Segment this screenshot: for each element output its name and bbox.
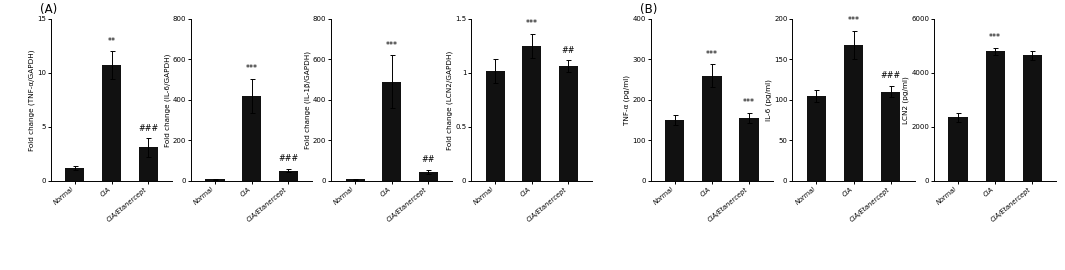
Bar — [279, 171, 298, 181]
Text: ##: ## — [422, 155, 435, 164]
Bar — [739, 118, 758, 181]
Text: ##: ## — [561, 46, 575, 55]
Bar — [559, 66, 578, 181]
Bar — [522, 46, 541, 181]
Y-axis label: Fold change (IL-6/GAPDH): Fold change (IL-6/GAPDH) — [164, 53, 170, 147]
Y-axis label: IL-6 (pg/ml): IL-6 (pg/ml) — [766, 79, 772, 121]
Bar — [206, 179, 225, 181]
Bar — [881, 92, 900, 181]
Text: (A): (A) — [40, 3, 58, 16]
Text: ***: *** — [526, 19, 538, 28]
Bar — [1022, 55, 1042, 181]
Bar — [843, 45, 864, 181]
Text: (B): (B) — [640, 3, 657, 16]
Text: ***: *** — [989, 33, 1001, 42]
Text: ###: ### — [278, 154, 298, 163]
Bar — [702, 76, 722, 181]
Bar — [382, 82, 402, 181]
Text: ###: ### — [881, 72, 901, 80]
Bar — [242, 96, 261, 181]
Bar — [486, 71, 505, 181]
Bar — [949, 117, 968, 181]
Y-axis label: Fold change (LCN2/GAPDH): Fold change (LCN2/GAPDH) — [446, 50, 454, 150]
Bar — [666, 120, 685, 181]
Text: ***: *** — [743, 98, 755, 107]
Y-axis label: TNF-α (pg/ml): TNF-α (pg/ml) — [624, 75, 630, 125]
Y-axis label: LCN2 (pg/ml): LCN2 (pg/ml) — [902, 76, 910, 124]
Bar — [985, 51, 1005, 181]
Text: ***: *** — [848, 16, 859, 25]
Text: ***: *** — [706, 50, 718, 59]
Text: **: ** — [108, 37, 116, 46]
Bar — [65, 168, 84, 181]
Y-axis label: Fold change (TNF-α/GAPDH): Fold change (TNF-α/GAPDH) — [29, 49, 35, 151]
Text: ###: ### — [138, 124, 159, 133]
Bar — [102, 65, 121, 181]
Text: ***: *** — [246, 64, 258, 73]
Bar — [138, 147, 158, 181]
Bar — [345, 179, 364, 181]
Bar — [807, 96, 826, 181]
Text: ***: *** — [386, 41, 397, 50]
Bar — [419, 172, 438, 181]
Y-axis label: Fold change (IL-1β/GAPDH): Fold change (IL-1β/GAPDH) — [305, 51, 311, 149]
